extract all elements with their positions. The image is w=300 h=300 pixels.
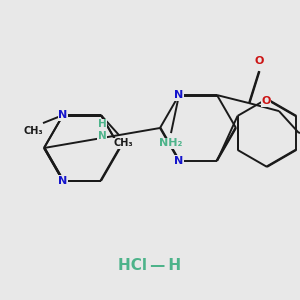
Text: H
N: H N	[98, 119, 106, 141]
Text: N: N	[174, 90, 184, 100]
Text: N: N	[58, 110, 68, 120]
Text: HCl — H: HCl — H	[118, 257, 182, 272]
Text: CH₃: CH₃	[23, 126, 43, 136]
Text: CH₃: CH₃	[113, 138, 133, 148]
Text: O: O	[261, 96, 271, 106]
Text: O: O	[254, 56, 264, 66]
Text: NH₂: NH₂	[159, 138, 183, 148]
Text: N: N	[58, 176, 68, 186]
Text: N: N	[174, 156, 184, 166]
